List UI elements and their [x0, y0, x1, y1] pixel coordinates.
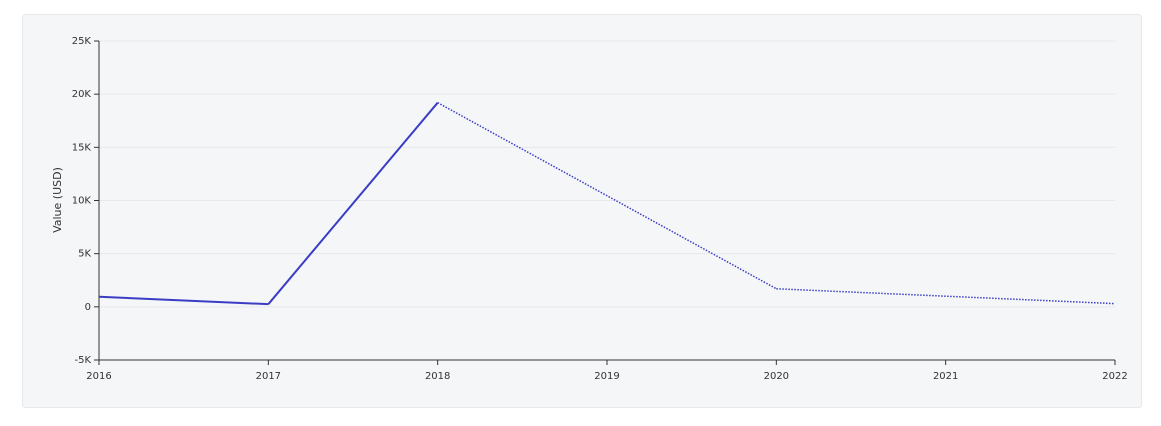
line-segment — [267, 102, 439, 305]
line-segment — [437, 102, 777, 290]
y-tick-label: 15K — [72, 142, 92, 153]
chart-panel — [22, 14, 1142, 408]
line-segment — [98, 295, 269, 306]
x-tick-label: 2021 — [933, 371, 958, 382]
y-tick-label: 5K — [78, 249, 91, 260]
x-tick-label: 2020 — [764, 371, 789, 382]
y-tick-label: 25K — [72, 36, 92, 47]
x-tick-label: 2018 — [425, 371, 450, 382]
line-segment — [776, 288, 1116, 305]
y-tick-label: 10K — [72, 196, 92, 207]
y-tick-label: -5K — [74, 355, 91, 366]
x-tick-label: 2019 — [594, 371, 619, 382]
x-tick-label: 2016 — [86, 371, 111, 382]
y-tick-label: 20K — [72, 89, 92, 100]
x-tick-label: 2017 — [256, 371, 281, 382]
y-tick-label: 0 — [85, 302, 91, 313]
x-tick-label: 2022 — [1102, 371, 1127, 382]
y-axis-label: Value (USD) — [51, 167, 64, 233]
